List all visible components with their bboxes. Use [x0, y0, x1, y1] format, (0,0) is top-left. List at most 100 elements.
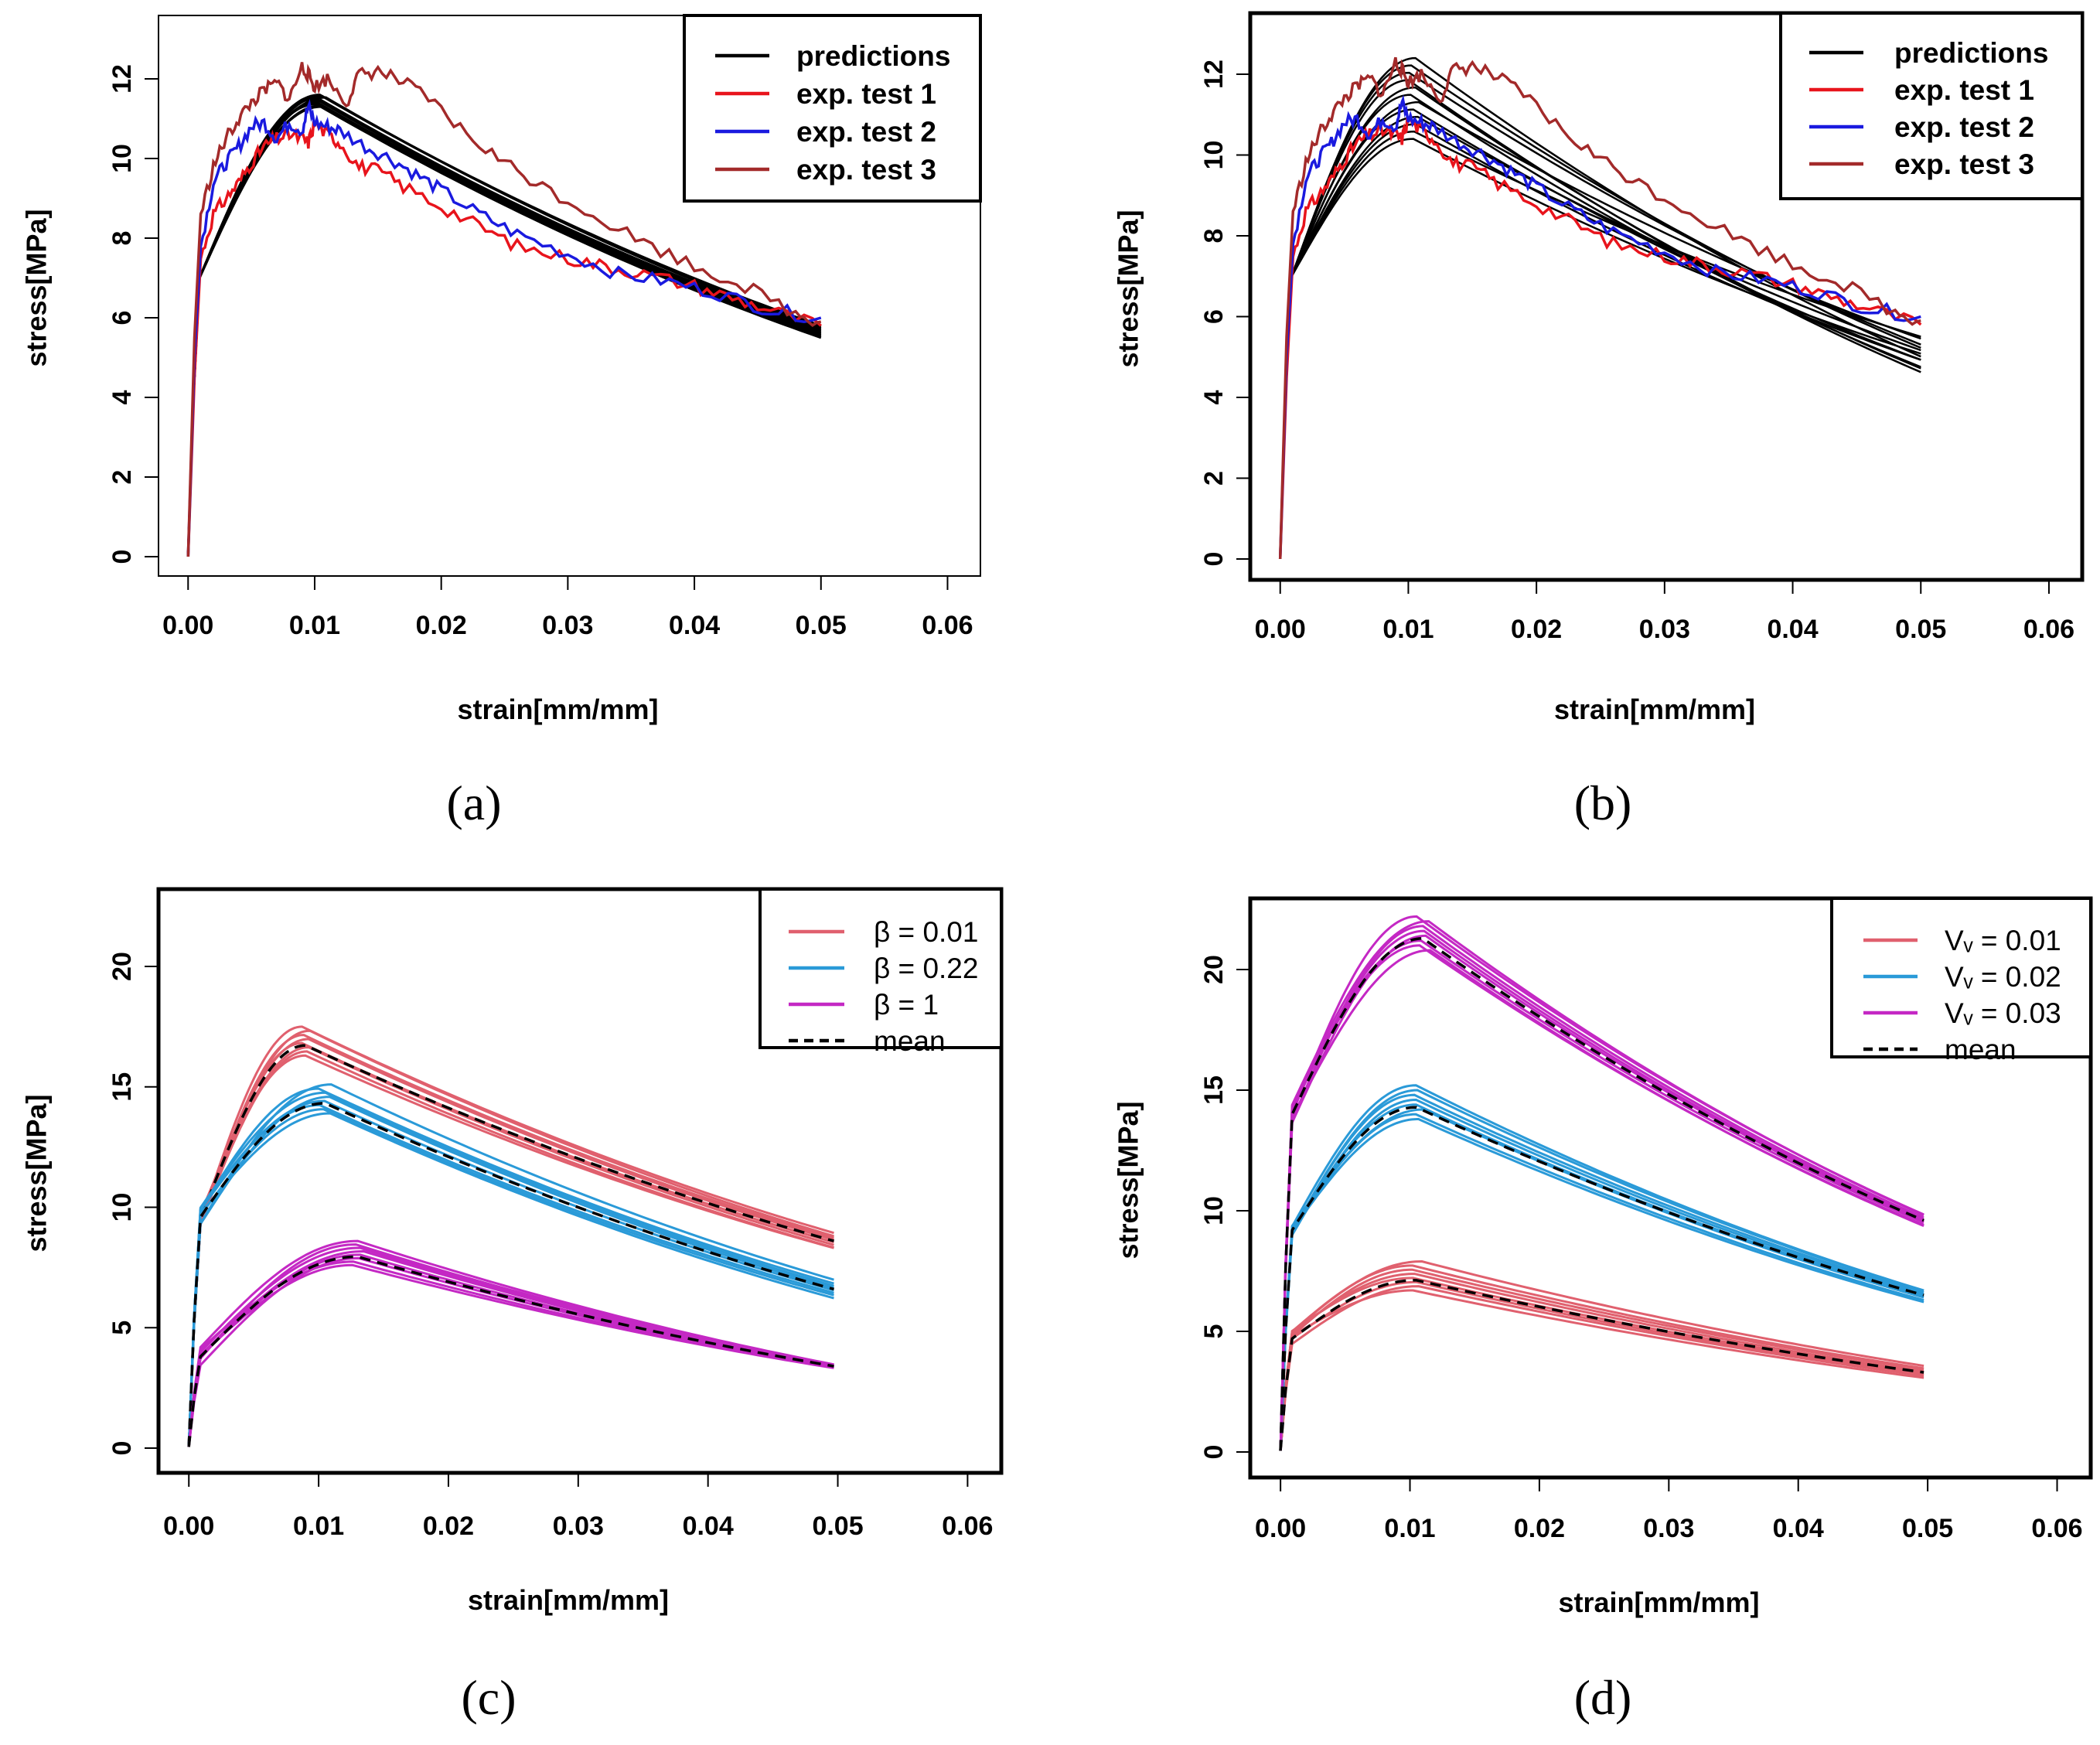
legend-label: β = 1: [874, 989, 939, 1021]
x-tick-label: 0.05: [1902, 1514, 1953, 1543]
x-tick-label: 0.00: [1255, 1514, 1306, 1543]
group-curve: [1279, 1268, 1924, 1451]
x-tick-label: 0.02: [416, 611, 467, 640]
panel-b: 0.00 0.01 0.02 0.03 0.04 0.05 0.06 0 2 4 6 8 10 12 str…: [1113, 11, 2085, 830]
x-tick-label: 0.00: [162, 611, 213, 640]
x-tick-label: 0.03: [1639, 615, 1690, 644]
x-axis-title: strain[mm/mm]: [1554, 694, 1755, 725]
x-tick-label: 0.03: [542, 611, 593, 640]
y-tick-label: 2: [1199, 471, 1229, 486]
x-tick-label: 0.02: [1514, 1514, 1565, 1543]
prediction-curve: [1279, 115, 1921, 557]
x-tick-label: 0.06: [2023, 615, 2074, 644]
y-tick-label: 5: [107, 1321, 137, 1335]
mean-curve: [187, 1255, 834, 1447]
group-curve: [1279, 944, 1924, 1451]
legend-label: Vᵥ = 0.02: [1945, 961, 2061, 993]
exp-curve-2: [1278, 94, 1921, 560]
y-axis-title: stress[MPa]: [21, 1094, 53, 1252]
exp-curve-3: [186, 62, 822, 557]
group-curve: [187, 1034, 834, 1447]
y-tick-label: 20: [1199, 955, 1229, 984]
group-curve: [1279, 925, 1924, 1451]
panel-caption: (c): [461, 1670, 516, 1725]
x-tick-label: 0.00: [163, 1512, 214, 1541]
exp-curve-1: [186, 118, 822, 557]
group-curve: [187, 1239, 834, 1447]
legend: Vᵥ = 0.01 Vᵥ = 0.02 Vᵥ = 0.03 mean: [1830, 897, 2092, 1065]
legend-label: mean: [1945, 1034, 2016, 1065]
x-tick-label: 0.01: [1384, 1514, 1435, 1543]
y-axis-title: stress[MPa]: [1113, 1101, 1144, 1259]
legend-label: exp. test 1: [1894, 74, 2034, 106]
prediction-curve: [186, 94, 822, 555]
group-curve: [187, 1050, 834, 1447]
legend-label: exp. test 2: [1894, 111, 2034, 143]
y-tick-label: 4: [107, 390, 137, 404]
x-tick-label: 0.06: [942, 1512, 993, 1541]
mean-curve: [187, 1102, 834, 1447]
y-tick-label: 6: [1199, 309, 1229, 324]
y-tick-label: 10: [107, 1193, 137, 1222]
group-curve: [187, 1112, 834, 1447]
panel-caption: (d): [1574, 1670, 1632, 1725]
mean-curve: [1279, 1106, 1924, 1451]
y-axis-title: stress[MPa]: [21, 209, 53, 366]
x-axis-title: strain[mm/mm]: [468, 1584, 669, 1616]
legend: predictions exp. test 1 exp. test 2 exp. te…: [683, 14, 982, 203]
plot-frame: [1248, 11, 2085, 582]
plot-frame: [1248, 896, 2093, 1480]
x-tick-label: 0.00: [1255, 615, 1306, 644]
panel-caption: (a): [446, 775, 501, 830]
group-curve: [187, 1246, 834, 1447]
x-tick-label: 0.05: [812, 1512, 863, 1541]
x-tick-label: 0.06: [922, 611, 973, 640]
x-tick-label: 0.01: [289, 611, 340, 640]
panel-a: 0.00 0.01 0.02 0.03 0.04 0.05 0.06 0 2 4 6 8 10 12 str…: [21, 14, 982, 830]
group-curve: [1279, 949, 1924, 1451]
x-axis-title: strain[mm/mm]: [1558, 1587, 1759, 1618]
y-axis-title: stress[MPa]: [1113, 210, 1144, 367]
plot-frame: [158, 15, 981, 577]
panel-caption: (b): [1574, 775, 1632, 830]
y-tick-label: 5: [1199, 1324, 1229, 1339]
y-tick-label: 10: [1199, 1196, 1229, 1225]
legend-label: β = 0.01: [874, 916, 978, 948]
x-tick-label: 0.01: [1382, 615, 1434, 644]
group-curve: [1279, 1280, 1924, 1451]
group-curve: [187, 1083, 834, 1447]
y-tick-label: 0: [1199, 552, 1229, 567]
group-curve: [1279, 1084, 1924, 1451]
legend-label: exp. test 3: [1894, 148, 2034, 180]
y-tick-label: 0: [107, 1441, 137, 1456]
x-tick-label: 0.06: [2031, 1514, 2082, 1543]
x-tick-label: 0.03: [1643, 1514, 1694, 1543]
y-tick-label: 10: [107, 144, 137, 173]
y-tick-label: 8: [1199, 229, 1229, 244]
group-curve: [1279, 1289, 1924, 1451]
x-axis-title: strain[mm/mm]: [457, 694, 658, 725]
x-tick-label: 0.02: [423, 1512, 474, 1541]
y-tick-label: 12: [1199, 60, 1229, 89]
legend-label: exp. test 2: [796, 116, 936, 148]
legend-label: exp. test 1: [796, 78, 936, 110]
legend: β = 0.01 β = 0.22 β = 1 mean: [759, 888, 1003, 1057]
y-tick-label: 2: [107, 470, 137, 485]
y-tick-label: 0: [1199, 1445, 1229, 1460]
x-tick-label: 0.03: [553, 1512, 604, 1541]
y-tick-label: 15: [1199, 1075, 1229, 1105]
group-curve: [1279, 1259, 1924, 1451]
legend-label: Vᵥ = 0.01: [1945, 925, 2061, 956]
y-tick-label: 15: [107, 1072, 137, 1102]
plot-area: [186, 62, 822, 557]
legend-label: predictions: [1894, 37, 2048, 69]
legend-label: β = 0.22: [874, 953, 978, 984]
group-curve: [1279, 1117, 1924, 1451]
x-tick-label: 0.02: [1511, 615, 1562, 644]
legend-label: predictions: [796, 40, 950, 72]
group-curve: [187, 1025, 834, 1447]
group-curve: [187, 1087, 834, 1447]
y-tick-label: 0: [107, 550, 137, 564]
mean-curve: [187, 1044, 834, 1447]
x-tick-label: 0.05: [1895, 615, 1946, 644]
